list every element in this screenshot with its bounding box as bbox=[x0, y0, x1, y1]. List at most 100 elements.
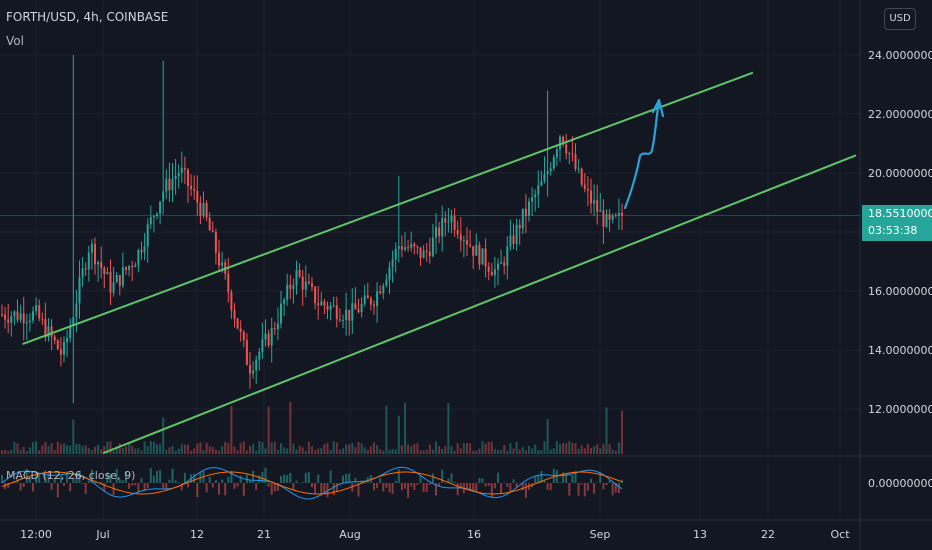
candle-body bbox=[81, 268, 84, 277]
macd-histogram-bar bbox=[546, 483, 549, 490]
candle-body bbox=[230, 292, 233, 311]
macd-histogram-bar bbox=[577, 483, 580, 496]
macd-histogram-bar bbox=[469, 483, 472, 491]
macd-histogram-bar bbox=[137, 483, 140, 492]
volume-bar bbox=[106, 441, 109, 454]
candle-body bbox=[16, 311, 19, 320]
volume-bar bbox=[394, 449, 397, 454]
volume-bar bbox=[261, 441, 264, 454]
macd-histogram-bar bbox=[447, 478, 450, 483]
macd-histogram-bar bbox=[354, 478, 357, 483]
macd-histogram-bar bbox=[165, 483, 168, 490]
candle-body bbox=[208, 217, 211, 231]
candle-body bbox=[25, 321, 28, 324]
macd-histogram-bar bbox=[19, 483, 22, 491]
candle-body bbox=[162, 191, 165, 202]
candle-body bbox=[280, 303, 282, 324]
macd-histogram-bar bbox=[621, 479, 623, 483]
volume-bar bbox=[410, 446, 413, 454]
symbol-title[interactable]: FORTH/USD, 4h, COINBASE bbox=[6, 10, 169, 24]
candle-body bbox=[617, 212, 620, 216]
volume-bar bbox=[202, 449, 205, 454]
candle-body bbox=[515, 224, 518, 244]
volume-bar bbox=[165, 449, 168, 454]
volume-bar bbox=[450, 446, 453, 454]
candle-body bbox=[568, 153, 571, 155]
volume-bar bbox=[292, 443, 295, 454]
macd-histogram-bar bbox=[413, 483, 416, 490]
volume-bar bbox=[100, 449, 103, 454]
macd-histogram-bar bbox=[559, 482, 561, 483]
candle-body bbox=[100, 262, 103, 269]
volume-bar bbox=[605, 407, 608, 454]
time-tick-label: Aug bbox=[339, 528, 360, 541]
volume-bar bbox=[596, 444, 599, 454]
macd-histogram-bar bbox=[25, 469, 28, 483]
volume-bar bbox=[236, 450, 239, 454]
candle-body bbox=[295, 270, 298, 286]
volume-bar bbox=[115, 446, 118, 454]
signal-line bbox=[1, 471, 623, 495]
candle-body bbox=[90, 243, 93, 253]
macd-histogram-bar bbox=[543, 479, 546, 483]
macd-histogram-bar bbox=[549, 483, 552, 491]
volume-bar bbox=[354, 447, 357, 454]
volume-bar bbox=[428, 444, 431, 454]
volume-bar bbox=[140, 450, 143, 454]
macd-histogram-bar bbox=[317, 474, 320, 483]
macd-histogram-bar bbox=[214, 480, 217, 483]
volume-bar bbox=[190, 450, 193, 454]
volume-bar bbox=[373, 442, 375, 454]
volume-bar bbox=[50, 443, 53, 454]
volume-bar bbox=[524, 450, 527, 454]
macd-histogram-bar bbox=[50, 483, 53, 490]
candles bbox=[1, 55, 623, 404]
volume-bar bbox=[599, 448, 602, 454]
volume-bar bbox=[329, 449, 332, 454]
candle-body bbox=[329, 305, 332, 310]
candle-body bbox=[196, 190, 199, 203]
candle-body bbox=[559, 136, 561, 150]
macd-histogram-bar bbox=[475, 483, 478, 493]
macd-histogram-bar bbox=[376, 483, 379, 488]
macd-histogram-bar bbox=[134, 483, 137, 486]
candle-body bbox=[63, 342, 65, 355]
macd-histogram-bar bbox=[407, 483, 410, 498]
candle-body bbox=[562, 136, 565, 145]
channel-line-upper bbox=[22, 71, 754, 346]
volume-bar bbox=[357, 441, 360, 454]
macd-histogram-bar bbox=[382, 483, 385, 492]
candle-body bbox=[84, 268, 87, 270]
volume-bar bbox=[22, 447, 25, 454]
volume-bar bbox=[493, 449, 496, 454]
currency-button[interactable]: USD bbox=[884, 8, 916, 30]
candle-body bbox=[94, 243, 96, 265]
time-tick-label: 16 bbox=[467, 528, 481, 541]
volume-bar bbox=[19, 449, 22, 454]
candle-body bbox=[56, 340, 59, 350]
candle-body bbox=[481, 248, 484, 265]
candle-body bbox=[140, 250, 143, 253]
macd-label[interactable]: MACD (12, 26, close, 9) bbox=[6, 469, 136, 482]
macd-histogram-bar bbox=[32, 483, 34, 492]
volume-label[interactable]: Vol bbox=[6, 34, 24, 48]
macd-histogram-bar bbox=[78, 471, 81, 483]
volume-bar bbox=[218, 450, 220, 454]
volume-bar bbox=[87, 448, 90, 454]
macd-histogram-bar bbox=[506, 483, 509, 487]
volume-bar bbox=[44, 441, 47, 454]
macd-histogram-bar bbox=[261, 471, 264, 483]
volume-bar bbox=[397, 415, 400, 454]
candle-body bbox=[487, 266, 490, 272]
candle-body bbox=[338, 319, 341, 321]
volume-bar bbox=[187, 444, 189, 454]
volume-bar bbox=[118, 443, 121, 454]
macd-histogram-bar bbox=[345, 473, 348, 483]
macd-histogram-bar bbox=[72, 477, 75, 483]
candle-body bbox=[143, 246, 146, 253]
candle-body bbox=[53, 336, 56, 341]
volume-bar bbox=[255, 450, 258, 454]
macd-histogram-bar bbox=[7, 483, 10, 488]
drawings[interactable] bbox=[22, 71, 857, 455]
